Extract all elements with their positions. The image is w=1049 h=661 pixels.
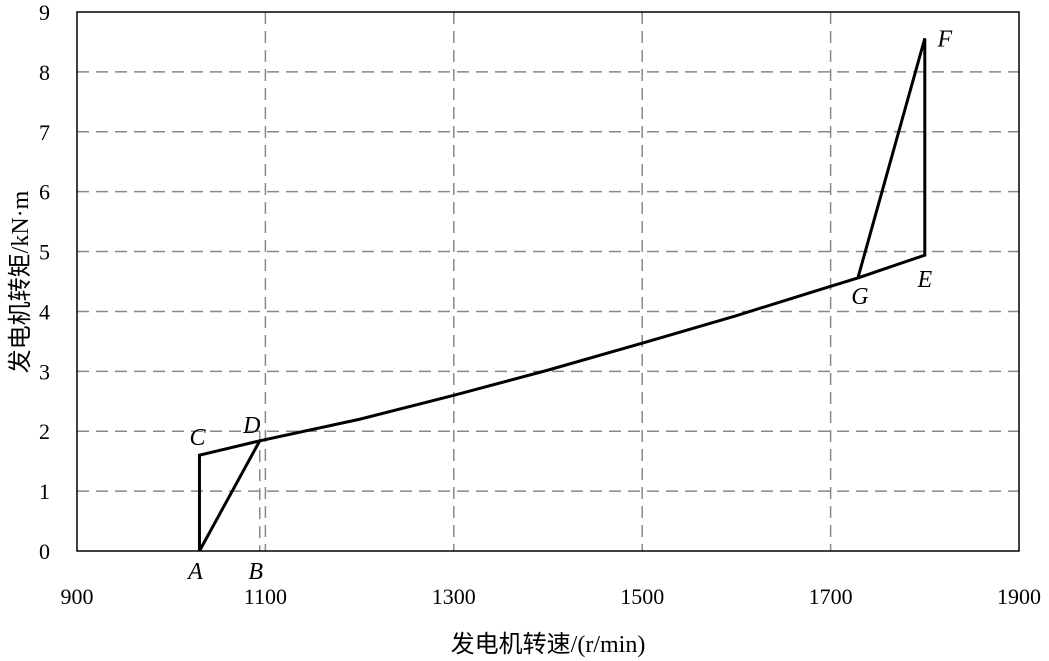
y-tick-label: 0 xyxy=(39,539,50,564)
x-tick-label: 1500 xyxy=(620,584,664,609)
grid xyxy=(77,12,1019,551)
point-label-a: A xyxy=(186,559,203,585)
point-label-g: G xyxy=(851,284,868,310)
series-line xyxy=(197,37,927,551)
plot-frame xyxy=(76,11,1020,552)
y-tick-label: 9 xyxy=(39,0,50,25)
y-tick-label: 6 xyxy=(39,180,50,205)
tick-labels: 900 1100 1300 1500 1700 1900 0 1 2 3 4 5 6 7 8 9 xyxy=(39,0,1041,609)
x-tick-label: 1900 xyxy=(997,584,1041,609)
point-label-f: F xyxy=(936,26,952,52)
y-tick-label: 1 xyxy=(39,479,50,504)
point-label-d: D xyxy=(242,413,260,439)
x-axis-label: 发电机转速/(r/min) xyxy=(451,631,646,658)
series-line xyxy=(198,440,262,552)
y-tick-label: 2 xyxy=(39,419,50,444)
y-tick-label: 8 xyxy=(39,60,50,85)
y-tick-label: 7 xyxy=(39,120,50,145)
y-tick-label: 4 xyxy=(39,299,50,324)
point-label-e: E xyxy=(916,267,932,293)
x-tick-label: 1100 xyxy=(244,584,287,609)
point-label-c: C xyxy=(189,425,206,451)
y-axis-label: 发电机转矩/kN·m xyxy=(7,190,34,373)
y-tick-label: 5 xyxy=(39,240,50,265)
x-tick-label: 900 xyxy=(61,584,94,609)
x-tick-label: 1300 xyxy=(432,584,476,609)
x-tick-label: 1700 xyxy=(809,584,853,609)
series-lines xyxy=(197,37,927,552)
y-tick-label: 3 xyxy=(39,359,50,384)
point-label-b: B xyxy=(248,559,263,585)
point-labels: A B C D E F G xyxy=(186,26,952,585)
